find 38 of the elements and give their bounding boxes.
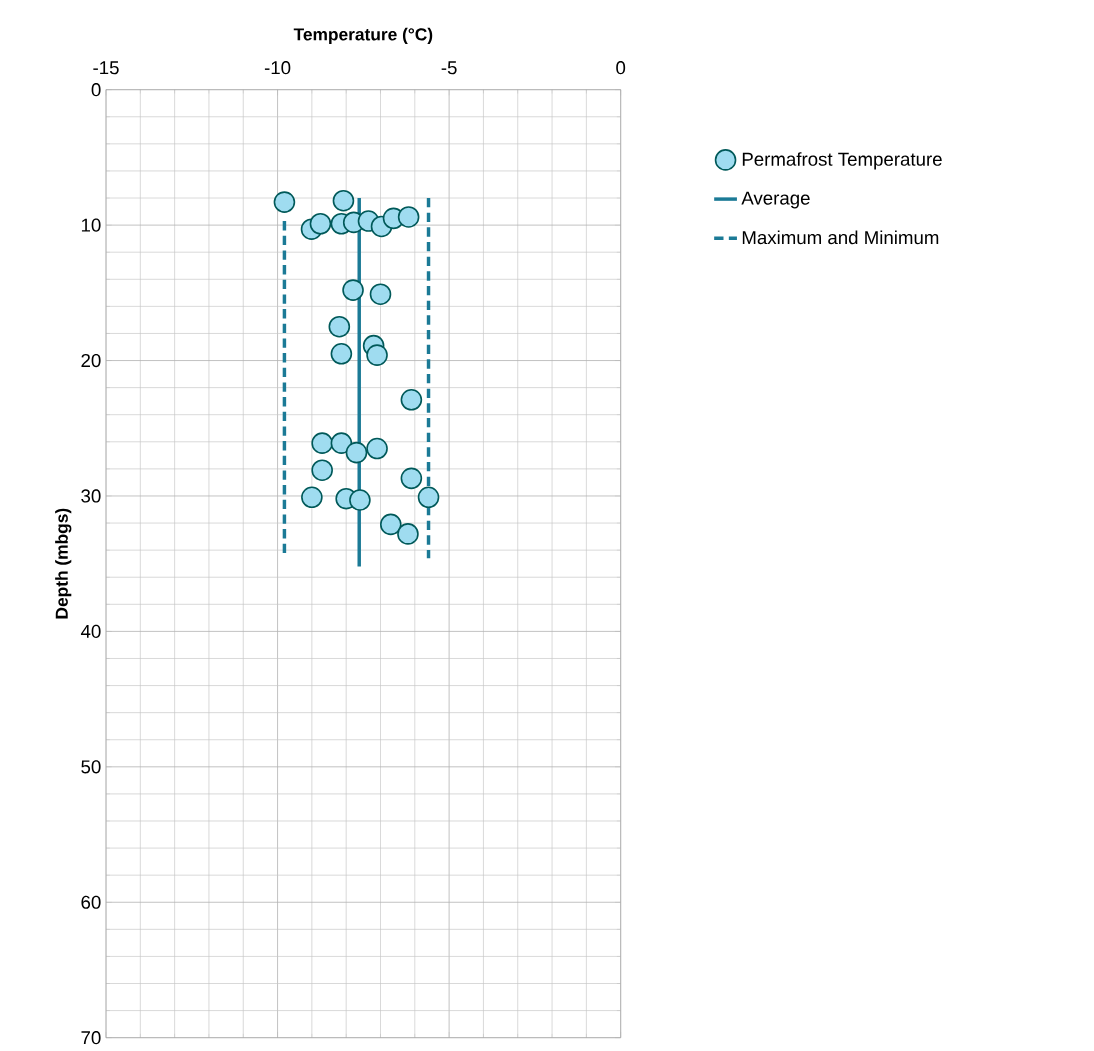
point <box>417 486 440 509</box>
legend-label: Average <box>741 191 810 209</box>
point <box>301 486 323 509</box>
point <box>330 342 353 365</box>
point <box>400 389 423 411</box>
point <box>332 189 355 212</box>
y-axis-title: Depth (mbgs) <box>55 508 72 619</box>
y-tick-label: 10 <box>81 218 101 232</box>
point <box>400 467 423 490</box>
point <box>397 523 419 545</box>
point <box>330 432 353 454</box>
y-tick-label: 50 <box>81 760 101 774</box>
x-tick-label: -15 <box>93 61 119 75</box>
point <box>311 459 333 482</box>
x-axis-title: Temperature (°C) <box>293 27 433 44</box>
point <box>349 489 371 511</box>
legend-label: Maximum and Minimum <box>742 230 939 245</box>
y-tick-label: 70 <box>81 1031 101 1045</box>
point <box>369 283 392 305</box>
point <box>309 212 332 235</box>
point <box>311 432 333 454</box>
legend-label: Permafrost Temperature <box>742 152 942 170</box>
x-tick-label: -5 <box>441 61 457 75</box>
point <box>328 315 351 338</box>
point <box>342 279 364 301</box>
y-tick-label: 0 <box>91 83 101 97</box>
x-tick-label: 0 <box>616 61 626 75</box>
y-tick-label: 60 <box>81 895 101 909</box>
y-tick-label: 30 <box>81 489 101 503</box>
point <box>366 437 388 460</box>
point <box>345 441 368 464</box>
y-tick-label: 20 <box>81 353 101 368</box>
point <box>379 513 402 536</box>
point <box>397 206 420 228</box>
point <box>366 344 388 366</box>
y-tick-label: 40 <box>80 624 101 639</box>
point <box>273 191 296 213</box>
x-tick-label: -10 <box>264 61 291 75</box>
